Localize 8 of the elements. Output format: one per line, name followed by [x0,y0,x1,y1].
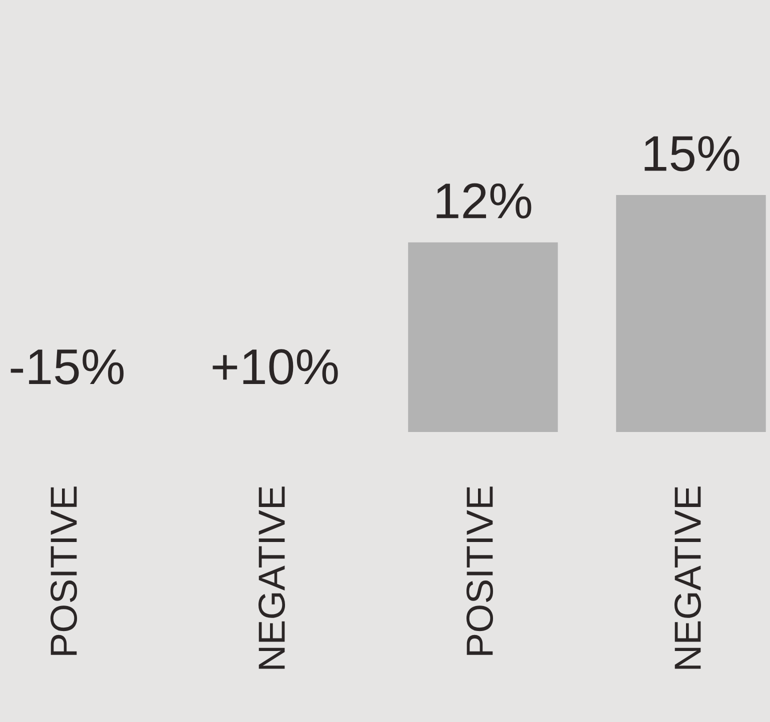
x-tick-label: POSITIVE [466,486,494,655]
x-tick-label: POSITIVE [50,486,78,655]
x-tick-label: NEGATIVE [674,486,702,669]
text: -15% [10,349,124,385]
data-label: 12% [436,183,532,218]
data-label: 15% [644,136,740,172]
x-tick-label: NEGATIVE [258,486,286,669]
text: +10% [212,349,338,385]
